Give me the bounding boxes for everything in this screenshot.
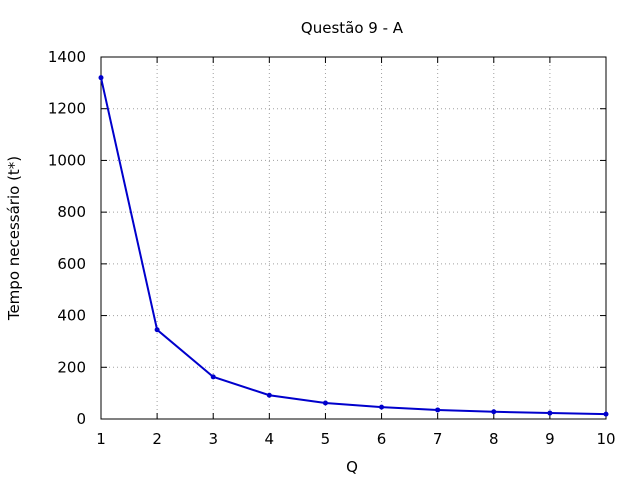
- y-tick-label: 800: [57, 203, 86, 221]
- data-point: [547, 410, 553, 416]
- y-tick-label: 400: [57, 307, 86, 325]
- data-point: [435, 407, 441, 413]
- y-tick-label: 600: [57, 255, 86, 273]
- x-tick-label: 9: [545, 430, 555, 448]
- x-tick-label: 1: [96, 430, 106, 448]
- data-point: [379, 404, 385, 410]
- x-tick-label: 2: [152, 430, 162, 448]
- data-point: [603, 411, 609, 417]
- x-tick-label: 7: [433, 430, 443, 448]
- x-tick-label: 5: [321, 430, 331, 448]
- series-line: [100, 77, 607, 416]
- y-tick-labels: 0 200 400 600 800 1000 1200 1400: [48, 48, 86, 428]
- axis-ticks: [100, 56, 607, 420]
- x-axis-label: Q: [346, 458, 358, 476]
- y-tick-label: 1200: [48, 100, 86, 118]
- y-tick-label: 200: [57, 358, 86, 376]
- data-point: [154, 327, 160, 333]
- y-tick-label: 1000: [48, 151, 86, 169]
- y-tick-label: 1400: [48, 48, 86, 66]
- chart-title: Questão 9 - A: [301, 19, 404, 37]
- plot-frame: [100, 56, 607, 420]
- x-tick-label: 3: [208, 430, 218, 448]
- data-point: [491, 409, 497, 415]
- y-axis-label: Tempo necessário (t*): [5, 156, 23, 321]
- x-tick-label: 6: [377, 430, 387, 448]
- data-point: [266, 392, 272, 398]
- x-tick-label: 10: [596, 430, 615, 448]
- x-tick-labels: 1 2 3 4 5 6 7 8 9 10: [96, 430, 615, 448]
- grid-lines: [101, 57, 606, 419]
- x-tick-label: 4: [265, 430, 275, 448]
- data-point: [322, 400, 328, 406]
- data-point: [210, 374, 216, 380]
- x-tick-label: 8: [489, 430, 499, 448]
- data-point: [98, 75, 104, 81]
- y-tick-label: 0: [76, 410, 86, 428]
- series-layer: [98, 75, 609, 417]
